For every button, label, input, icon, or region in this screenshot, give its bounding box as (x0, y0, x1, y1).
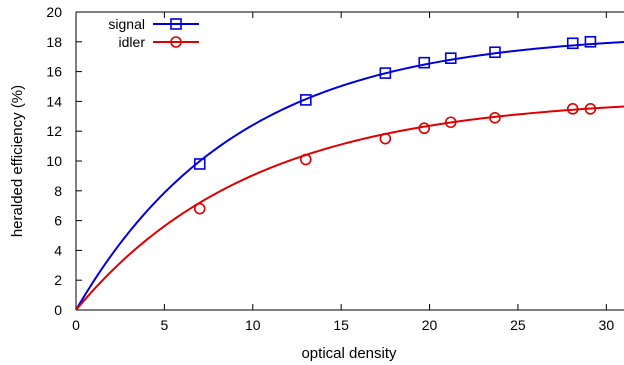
legend: signal idler (108, 16, 199, 50)
y-tick-label: 2 (54, 272, 62, 288)
idler-data-point (193, 202, 206, 215)
signal-data-point (379, 67, 392, 79)
y-tick-label: 6 (54, 213, 62, 229)
data-markers (193, 35, 597, 215)
idler-data-point (300, 153, 312, 166)
signal-data-point (300, 94, 312, 106)
idler-data-point (566, 103, 579, 115)
idler-data-point (489, 111, 501, 124)
x-tick-label: 0 (72, 317, 80, 333)
x-tick-label: 25 (510, 317, 526, 333)
y-tick-label: 16 (46, 64, 62, 80)
idler-data-point (418, 122, 431, 135)
idler-fit-curve (76, 105, 624, 310)
axes: 0 2 4 6 8 10 12 14 16 18 20 0 5 10 15 20 25 30 (46, 4, 624, 333)
legend-marker-signal (170, 18, 182, 30)
x-axis-label: optical density (301, 345, 397, 362)
signal-data-point (444, 52, 457, 64)
y-tick-label: 4 (54, 242, 62, 258)
signal-data-point (418, 56, 431, 69)
y-tick-label: 0 (54, 302, 62, 318)
legend-marker-idler (170, 36, 182, 48)
x-tick-label: 5 (160, 317, 168, 333)
signal-data-point (566, 37, 579, 50)
signal-data-point (489, 46, 501, 59)
fit-curves (76, 41, 624, 310)
idler-data-point (379, 132, 392, 145)
x-tick-label: 10 (245, 317, 261, 333)
y-tick-label: 8 (54, 183, 62, 199)
x-tick-label: 15 (333, 317, 349, 333)
y-tick-label: 18 (46, 34, 62, 50)
y-axis-label: heralded efficiency (%) (9, 85, 26, 237)
signal-data-point (584, 35, 597, 48)
idler-data-point (584, 103, 597, 115)
idler-data-point (444, 116, 457, 129)
signal-fit-curve (76, 41, 624, 310)
legend-label-idler: idler (119, 34, 146, 50)
x-tick-label: 20 (422, 317, 438, 333)
y-tick-label: 20 (46, 4, 62, 20)
x-tick-label: 30 (599, 317, 615, 333)
signal-data-point (193, 158, 206, 170)
y-tick-label: 14 (46, 93, 62, 109)
y-tick-label: 12 (46, 123, 62, 139)
y-tick-label: 10 (46, 153, 62, 169)
legend-label-signal: signal (108, 16, 145, 32)
